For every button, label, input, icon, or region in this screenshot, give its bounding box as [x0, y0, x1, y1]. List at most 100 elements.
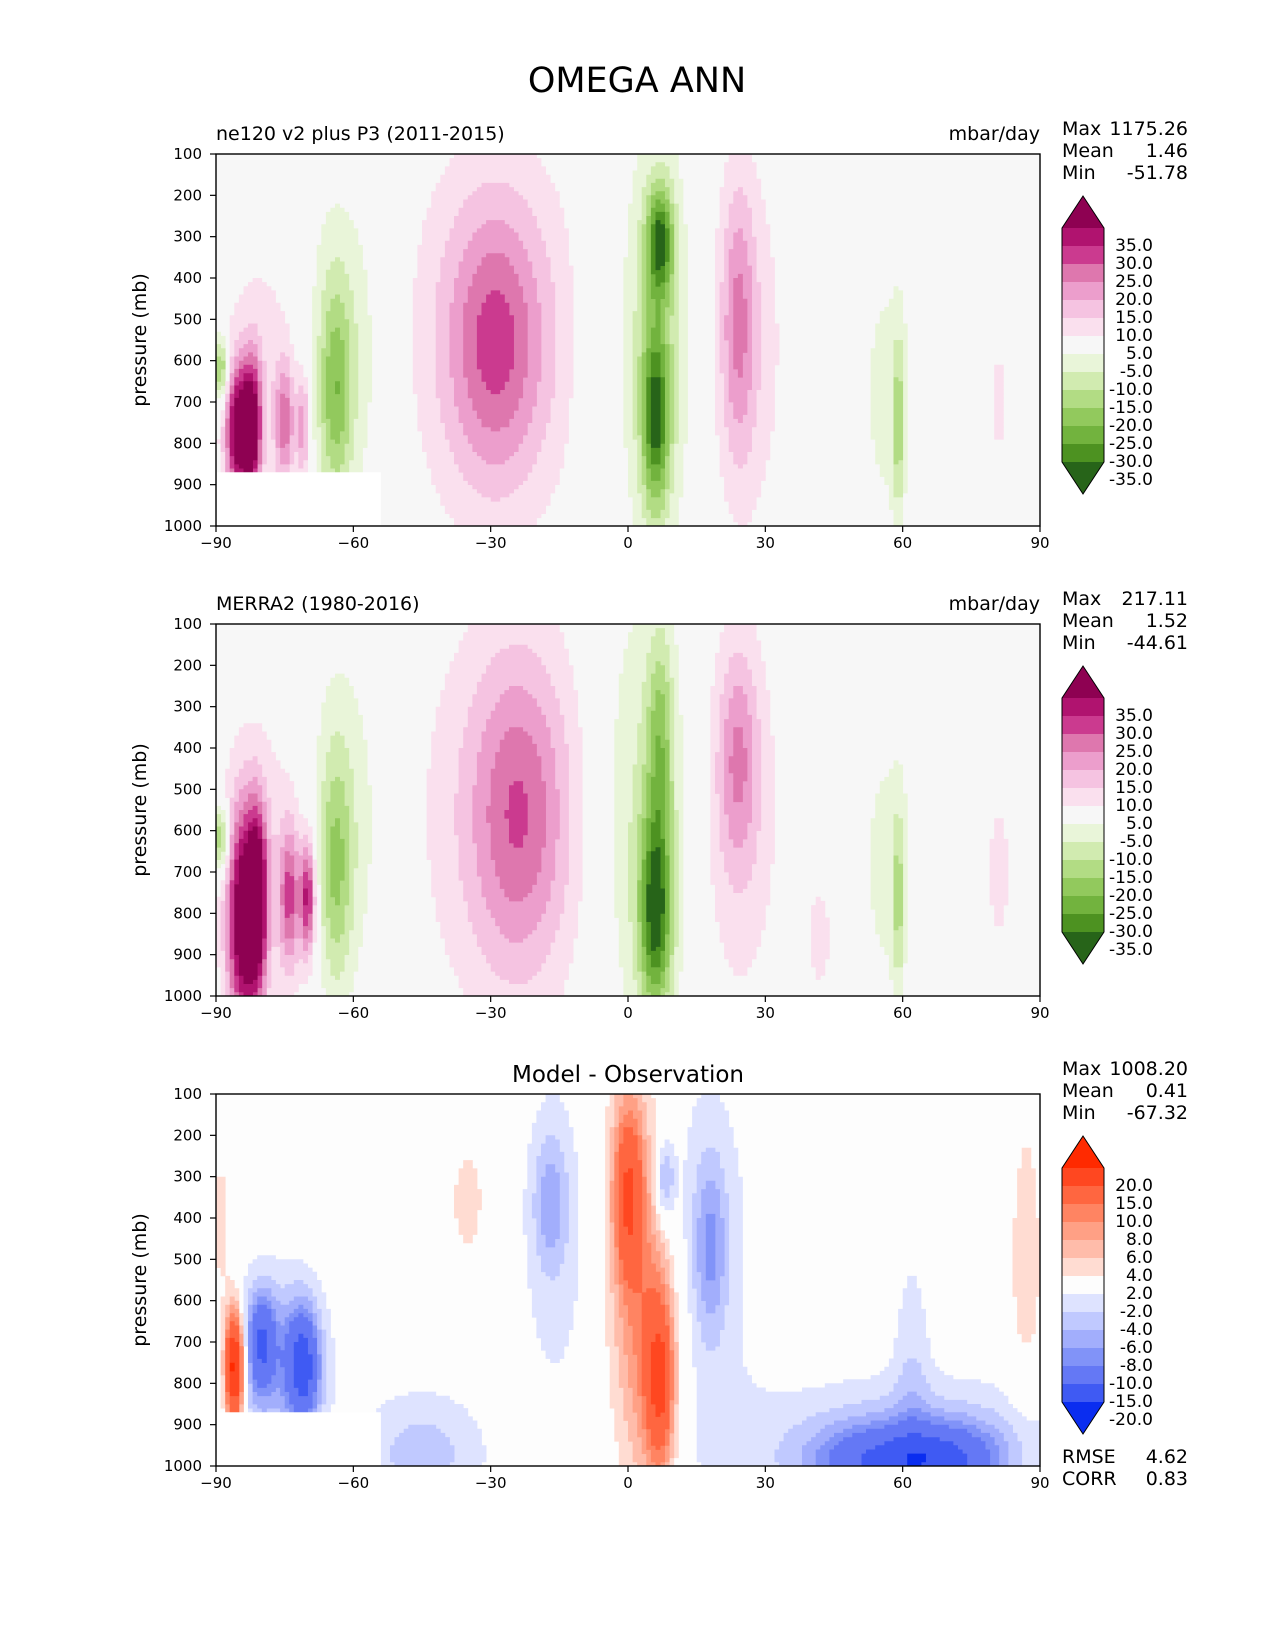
y-tick-label: 900	[173, 1416, 202, 1434]
y-tick-label: 800	[173, 904, 202, 922]
colorbar-tick-label: -25.0	[1109, 434, 1153, 454]
contour-band	[646, 847, 665, 951]
colorbar-band	[1062, 1330, 1104, 1349]
x-tick-label: 60	[893, 1004, 912, 1022]
y-tick-label: 1000	[164, 1457, 202, 1475]
x-tick-label: 0	[623, 1004, 633, 1022]
x-tick-label: −60	[338, 1004, 370, 1022]
colorbar-outline	[1061, 195, 1105, 495]
y-tick-label: 800	[173, 1374, 202, 1392]
contour-band	[229, 290, 514, 473]
colorbar-tick-label: 2.0	[1126, 1284, 1153, 1304]
colorbar-tick-label: 20.0	[1115, 290, 1153, 310]
stat-mean-value: 1.52	[1146, 610, 1188, 632]
y-tick-label: 700	[173, 1333, 202, 1351]
y-tick-label: 300	[173, 698, 202, 716]
colorbar-tick-label: 15.0	[1115, 308, 1153, 328]
panel-units: mbar/day	[949, 123, 1040, 145]
colorbar-tick-label: -30.0	[1109, 922, 1153, 942]
colorbar-tick-label: -20.0	[1109, 886, 1153, 906]
x-tick-label: 90	[1030, 1004, 1049, 1022]
y-tick-label: 400	[173, 269, 202, 287]
colorbar-tick-label: 15.0	[1115, 778, 1153, 798]
x-tick-label: −90	[200, 1474, 232, 1492]
metric-corr-value: 0.83	[1146, 1468, 1188, 1490]
x-tick-label: −60	[338, 534, 370, 552]
colorbar-outline	[1061, 665, 1105, 965]
stat-max-value: 217.11	[1122, 588, 1188, 610]
colorbar-band	[1062, 878, 1104, 897]
y-tick-label: 100	[173, 145, 202, 163]
colorbar-extend-max	[1062, 1136, 1104, 1168]
colorbar-band	[1062, 426, 1104, 445]
colorbar-band	[1062, 698, 1104, 717]
colorbar-tick-label: -35.0	[1109, 940, 1153, 960]
colorbar-tick-label: 10.0	[1115, 326, 1153, 346]
colorbar-extend-min	[1062, 462, 1104, 494]
colorbar: 20.015.010.08.06.04.02.0-2.0-4.0-6.0-8.0…	[1061, 1135, 1153, 1435]
colorbar-tick-label: -2.0	[1120, 1302, 1153, 1322]
colorbar: 35.030.025.020.015.010.05.0-5.0-10.0-15.…	[1061, 665, 1153, 965]
colorbar-tick-label: -5.0	[1120, 362, 1153, 382]
x-tick-label: 90	[1030, 1474, 1049, 1492]
colorbar-outline	[1061, 1135, 1105, 1435]
x-tick-label: 30	[756, 1004, 775, 1022]
colorbar-tick-label: -15.0	[1109, 398, 1153, 418]
colorbar-band	[1062, 444, 1104, 463]
colorbar-extend-min	[1062, 1402, 1104, 1434]
colorbar-band	[1062, 752, 1104, 771]
contour-band	[234, 826, 263, 985]
colorbar-band	[1062, 788, 1104, 807]
y-tick-label: 300	[173, 228, 202, 246]
contour-band	[216, 628, 904, 997]
contour-band	[646, 211, 670, 465]
x-tick-label: 90	[1030, 534, 1049, 552]
figure-title: OMEGA ANN	[528, 61, 746, 101]
colorbar-tick-label: 10.0	[1115, 796, 1153, 816]
colorbar-tick-label: -20.0	[1109, 416, 1153, 436]
contour-band	[229, 781, 528, 997]
colorbar-band	[1062, 336, 1104, 355]
colorbar-band	[1062, 390, 1104, 409]
colorbar-band	[1062, 1204, 1104, 1223]
stat-mean-value: 1.46	[1146, 140, 1188, 162]
x-tick-label: 60	[893, 534, 912, 552]
colorbar-tick-label: -35.0	[1109, 470, 1153, 490]
panel-units: mbar/day	[949, 593, 1040, 615]
colorbar-band	[1062, 246, 1104, 265]
colorbar-tick-label: 20.0	[1115, 1176, 1153, 1196]
colorbar-band	[1062, 1168, 1104, 1187]
contour-field	[216, 154, 1004, 527]
stat-max-label: Max	[1062, 588, 1101, 610]
x-tick-label: −90	[200, 1004, 232, 1022]
colorbar-band	[1062, 914, 1104, 933]
colorbar-tick-label: 30.0	[1115, 254, 1153, 274]
contour-field	[216, 1094, 1041, 1467]
contour-band	[229, 1362, 235, 1372]
stat-max-label: Max	[1062, 1058, 1101, 1080]
y-tick-label: 700	[173, 393, 202, 411]
y-tick-label: 200	[173, 1126, 202, 1144]
panel-title: Model - Observation	[512, 1062, 744, 1088]
colorbar-tick-label: 15.0	[1115, 1194, 1153, 1214]
colorbar-band	[1062, 1240, 1104, 1259]
stat-mean-label: Mean	[1062, 140, 1114, 162]
y-tick-label: 1000	[164, 987, 202, 1005]
stat-mean-label: Mean	[1062, 610, 1114, 632]
colorbar-tick-label: 20.0	[1115, 760, 1153, 780]
colorbar-tick-label: -6.0	[1120, 1338, 1153, 1358]
contour-band	[216, 624, 908, 997]
colorbar-band	[1062, 824, 1104, 843]
colorbar-tick-label: -10.0	[1109, 850, 1153, 870]
colorbar-band	[1062, 1258, 1104, 1277]
y-tick-label: 200	[173, 186, 202, 204]
x-tick-label: 60	[893, 1474, 912, 1492]
colorbar-band	[1062, 1366, 1104, 1385]
contour-band	[650, 220, 665, 448]
y-tick-label: 400	[173, 739, 202, 757]
colorbar-band	[1062, 806, 1104, 825]
stat-max-value: 1175.26	[1109, 118, 1188, 140]
x-tick-label: 30	[756, 534, 775, 552]
colorbar-tick-label: 35.0	[1115, 706, 1153, 726]
x-tick-label: −90	[200, 534, 232, 552]
